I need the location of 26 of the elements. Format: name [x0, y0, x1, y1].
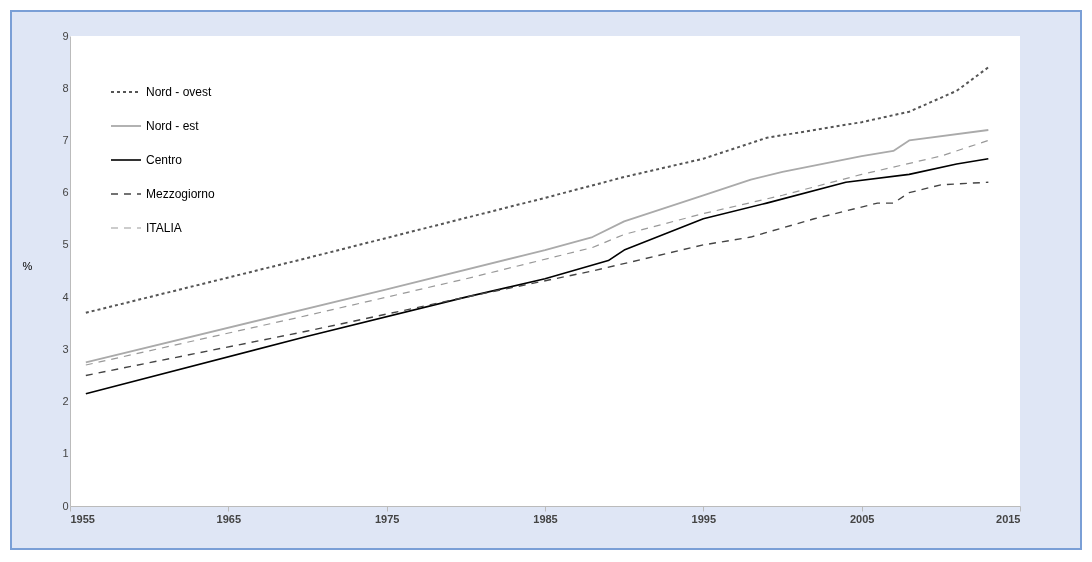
y-axis-title: % [22, 259, 33, 272]
legend-label: Mezzogiorno [146, 187, 216, 201]
line-series [85, 157, 990, 395]
x-tick-label: 1995 [691, 512, 717, 525]
x-tick-label: 1985 [533, 512, 558, 525]
y-tick-label: 3 [62, 342, 69, 355]
x-tick-label: 2015 [996, 512, 1021, 525]
legend-label: Centro [146, 153, 183, 167]
y-tick-label: 4 [62, 290, 69, 303]
x-tick-label: 1975 [374, 512, 400, 525]
x-tick-label: 1955 [70, 512, 95, 525]
line-series [85, 181, 990, 377]
y-tick-label: 8 [62, 81, 69, 94]
legend-label: Nord - est [146, 119, 200, 133]
y-tick-label: 6 [62, 186, 69, 199]
y-tick-label: 0 [62, 499, 69, 512]
legend-label: Nord - ovest [146, 85, 213, 99]
legend-label: ITALIA [146, 221, 182, 235]
y-tick-label: 2 [62, 395, 69, 408]
y-tick-label: 1 [62, 447, 69, 460]
y-tick-label: 5 [62, 238, 69, 251]
y-tick-label: 7 [62, 133, 69, 146]
x-tick-label: 2005 [849, 512, 875, 525]
x-tick-label: 1965 [216, 512, 242, 525]
y-tick-label: 9 [62, 29, 69, 42]
line-series [84, 66, 990, 314]
